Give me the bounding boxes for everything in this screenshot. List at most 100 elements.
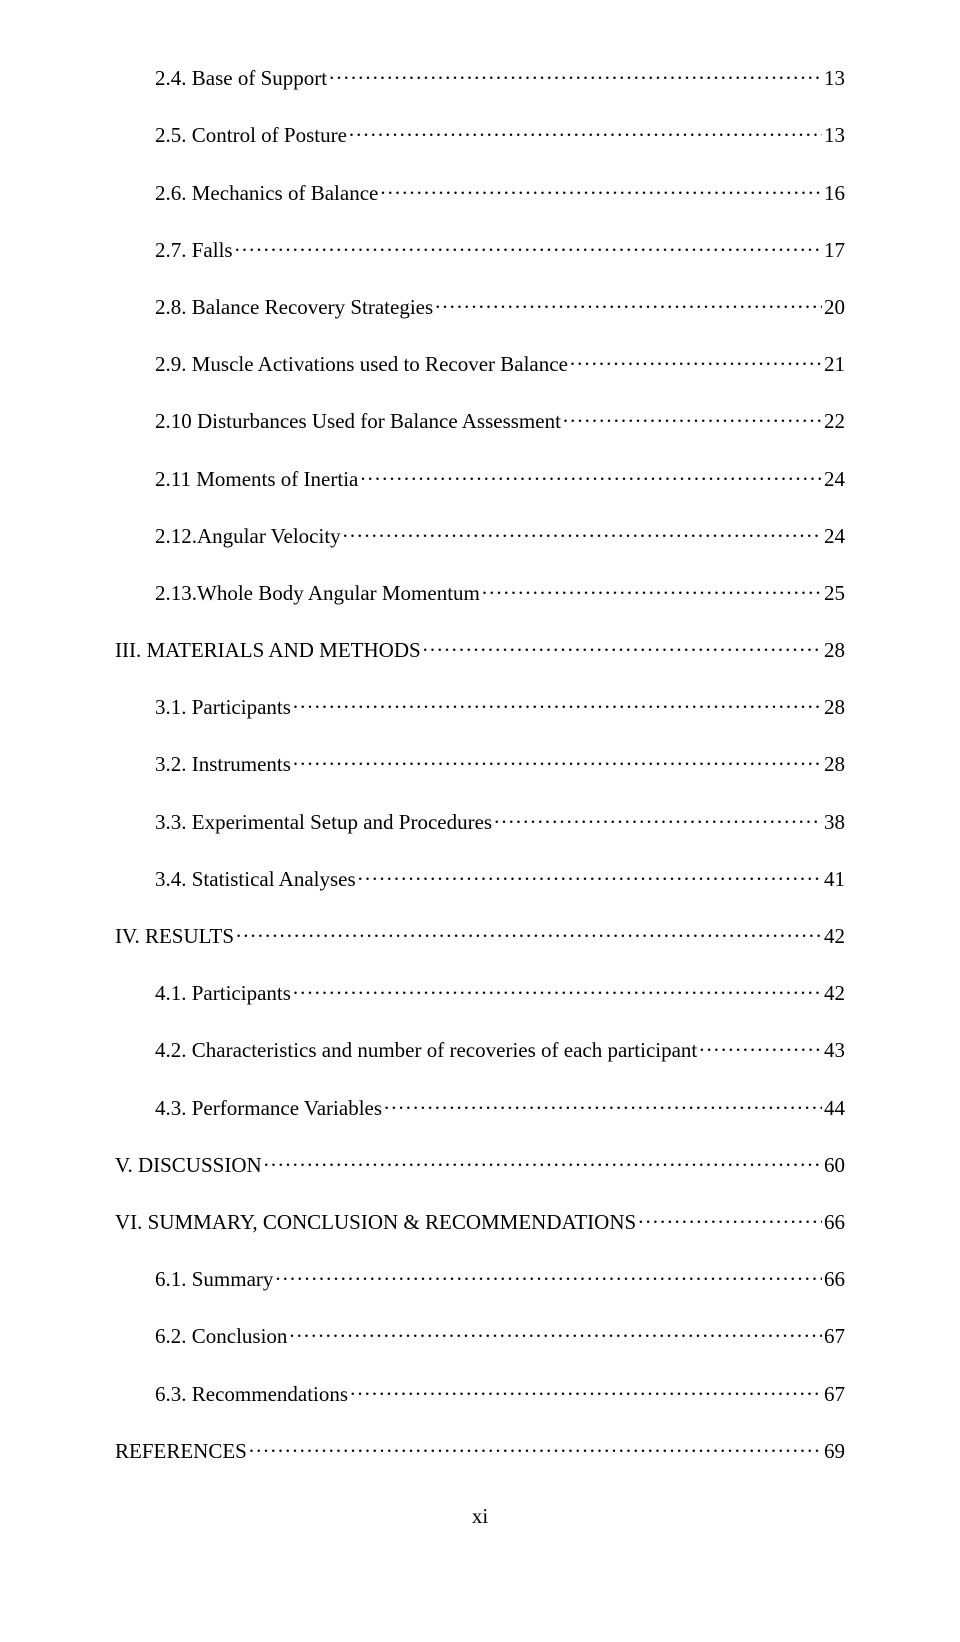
toc-entry: 4.3. Performance Variables 44 <box>115 1089 845 1120</box>
toc-entry-label: 6.3. Recommendations <box>155 1382 348 1407</box>
toc-leader-dots <box>293 689 822 714</box>
toc-leader-dots <box>293 975 822 1000</box>
toc-leader-dots <box>350 1375 822 1400</box>
toc-entry-label: 6.1. Summary <box>155 1267 273 1292</box>
toc-leader-dots <box>235 232 822 257</box>
toc-entry-label: V. DISCUSSION <box>115 1153 262 1178</box>
toc-entry-label: 2.5. Control of Posture <box>155 123 347 148</box>
toc-entry-page: 24 <box>824 524 845 549</box>
toc-leader-dots <box>343 518 822 543</box>
toc-entry: VI. SUMMARY, CONCLUSION & RECOMMENDATION… <box>115 1204 845 1235</box>
toc-entry-page: 22 <box>824 409 845 434</box>
toc-entry-label: 2.13.Whole Body Angular Momentum <box>155 581 480 606</box>
toc-entry: 2.13.Whole Body Angular Momentum 25 <box>115 575 845 606</box>
toc-entry: III. MATERIALS AND METHODS 28 <box>115 632 845 663</box>
toc-entry-page: 66 <box>824 1267 845 1292</box>
toc-entry: 2.6. Mechanics of Balance 16 <box>115 174 845 205</box>
toc-entry: 6.3. Recommendations 67 <box>115 1375 845 1406</box>
toc-entry-page: 21 <box>824 352 845 377</box>
toc-leader-dots <box>380 174 822 199</box>
toc-entry-label: 4.1. Participants <box>155 981 291 1006</box>
toc-entry-label: 3.3. Experimental Setup and Procedures <box>155 810 492 835</box>
toc-entry-page: 42 <box>824 981 845 1006</box>
toc-leader-dots <box>329 60 822 85</box>
toc-entry-label: 3.1. Participants <box>155 695 291 720</box>
toc-leader-dots <box>358 861 822 886</box>
toc-entry-page: 41 <box>824 867 845 892</box>
toc-leader-dots <box>236 918 822 943</box>
toc-leader-dots <box>563 403 822 428</box>
toc-entry-page: 24 <box>824 467 845 492</box>
toc-entry-page: 43 <box>824 1038 845 1063</box>
toc-entry-page: 13 <box>824 123 845 148</box>
toc-entry-page: 28 <box>824 752 845 777</box>
toc-entry-page: 28 <box>824 695 845 720</box>
toc-entry-page: 16 <box>824 181 845 206</box>
toc-entry-page: 67 <box>824 1324 845 1349</box>
toc-entry: 2.4. Base of Support 13 <box>115 60 845 91</box>
toc-entry: 6.2. Conclusion 67 <box>115 1318 845 1349</box>
toc-entry-label: III. MATERIALS AND METHODS <box>115 638 421 663</box>
toc-leader-dots <box>289 1318 822 1343</box>
page-number: xi <box>115 1504 845 1529</box>
toc-entry-label: 4.3. Performance Variables <box>155 1096 382 1121</box>
toc-entry: 6.1. Summary 66 <box>115 1261 845 1292</box>
toc-entry-page: 25 <box>824 581 845 606</box>
toc-leader-dots <box>249 1433 822 1458</box>
toc-entry-page: 17 <box>824 238 845 263</box>
toc-entry-label: 2.8. Balance Recovery Strategies <box>155 295 433 320</box>
toc-entry-label: 2.10 Disturbances Used for Balance Asses… <box>155 409 561 434</box>
toc-leader-dots <box>494 803 822 828</box>
toc-entry: 2.9. Muscle Activations used to Recover … <box>115 346 845 377</box>
toc-entry-label: 2.6. Mechanics of Balance <box>155 181 378 206</box>
toc-entry: V. DISCUSSION 60 <box>115 1147 845 1178</box>
toc-entry-page: 69 <box>824 1439 845 1464</box>
toc-entry-label: 2.11 Moments of Inertia <box>155 467 358 492</box>
toc-entry-label: 3.4. Statistical Analyses <box>155 867 356 892</box>
toc-entry-label: 2.4. Base of Support <box>155 66 327 91</box>
toc-entry: 3.3. Experimental Setup and Procedures 3… <box>115 803 845 834</box>
toc-leader-dots <box>699 1032 822 1057</box>
toc-entry: 2.7. Falls 17 <box>115 232 845 263</box>
toc-entry-label: 2.7. Falls <box>155 238 233 263</box>
table-of-contents: 2.4. Base of Support 132.5. Control of P… <box>115 60 845 1464</box>
toc-leader-dots <box>360 460 822 485</box>
toc-entry-page: 42 <box>824 924 845 949</box>
toc-entry-page: 44 <box>824 1096 845 1121</box>
toc-entry-page: 28 <box>824 638 845 663</box>
toc-entry-label: 2.9. Muscle Activations used to Recover … <box>155 352 568 377</box>
toc-entry-page: 20 <box>824 295 845 320</box>
toc-leader-dots <box>384 1089 822 1114</box>
toc-entry-page: 13 <box>824 66 845 91</box>
toc-entry: 3.2. Instruments 28 <box>115 746 845 777</box>
toc-entry-label: 6.2. Conclusion <box>155 1324 287 1349</box>
toc-entry-page: 67 <box>824 1382 845 1407</box>
toc-entry: 2.8. Balance Recovery Strategies 20 <box>115 289 845 320</box>
toc-leader-dots <box>293 746 822 771</box>
toc-entry: IV. RESULTS 42 <box>115 918 845 949</box>
toc-leader-dots <box>570 346 822 371</box>
toc-entry: REFERENCES 69 <box>115 1433 845 1464</box>
toc-entry-label: VI. SUMMARY, CONCLUSION & RECOMMENDATION… <box>115 1210 636 1235</box>
toc-entry-label: 3.2. Instruments <box>155 752 291 777</box>
toc-entry: 2.12.Angular Velocity 24 <box>115 518 845 549</box>
toc-entry: 3.4. Statistical Analyses 41 <box>115 861 845 892</box>
toc-leader-dots <box>638 1204 822 1229</box>
toc-entry: 2.11 Moments of Inertia 24 <box>115 460 845 491</box>
toc-entry: 2.10 Disturbances Used for Balance Asses… <box>115 403 845 434</box>
toc-entry-page: 60 <box>824 1153 845 1178</box>
toc-entry-page: 66 <box>824 1210 845 1235</box>
toc-entry: 4.1. Participants 42 <box>115 975 845 1006</box>
toc-entry-page: 38 <box>824 810 845 835</box>
toc-leader-dots <box>435 289 822 314</box>
toc-entry: 3.1. Participants 28 <box>115 689 845 720</box>
toc-leader-dots <box>349 117 822 142</box>
toc-entry-label: IV. RESULTS <box>115 924 234 949</box>
toc-entry: 2.5. Control of Posture 13 <box>115 117 845 148</box>
toc-entry-label: 4.2. Characteristics and number of recov… <box>155 1038 697 1063</box>
toc-entry-label: REFERENCES <box>115 1439 247 1464</box>
toc-entry: 4.2. Characteristics and number of recov… <box>115 1032 845 1063</box>
toc-entry-label: 2.12.Angular Velocity <box>155 524 341 549</box>
toc-leader-dots <box>275 1261 822 1286</box>
toc-leader-dots <box>482 575 822 600</box>
